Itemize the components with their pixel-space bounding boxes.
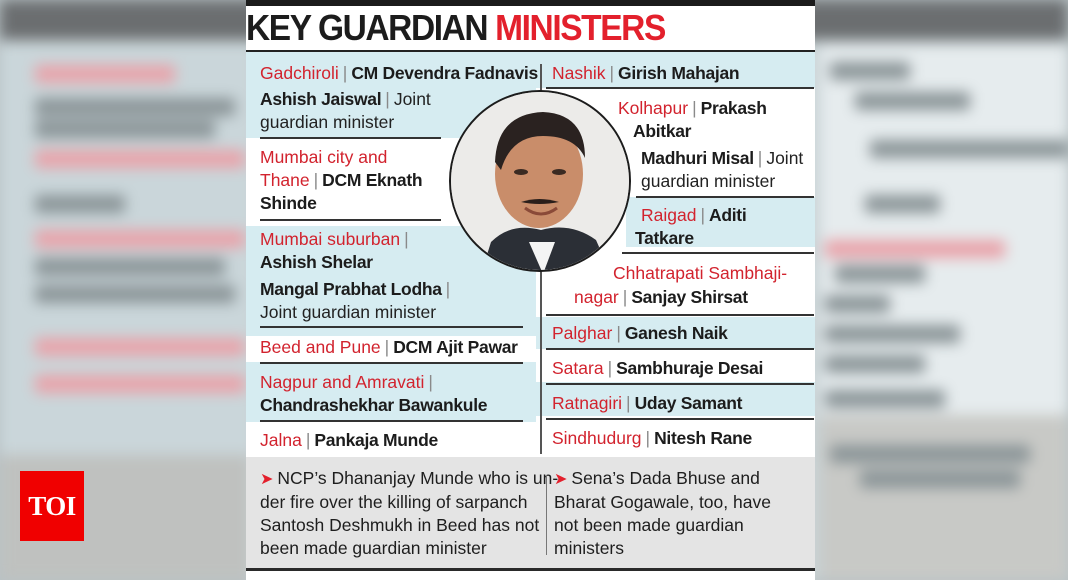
- arrow-bullet-icon: ➤: [260, 471, 274, 488]
- entry-mumbai-suburban-joint: Mangal Prabhat Lodha | Joint guardian min…: [260, 279, 451, 322]
- note-dhananjay-munde: ➤ NCP’s Dhananjay Munde who is un- der fi…: [260, 468, 559, 558]
- entry-satara: Satara | Sambhuraje Desai: [552, 358, 764, 378]
- note-sena-ministers: ➤ Sena’s Dada Bhuse and Bharat Gogawale, …: [554, 468, 771, 558]
- entry-kolhapur: Kolhapur | Prakash: [618, 98, 767, 118]
- joint-minister-name: Ashish Jaiswal: [260, 89, 382, 109]
- portrait-devendra-fadnavis: [449, 90, 631, 272]
- entry-nagpur-amravati: Nagpur and Amravati | Chandrashekhar Bawa…: [260, 372, 488, 415]
- entry-gadchiroli: Gadchiroli | CM Devendra Fadnavis: [260, 63, 538, 83]
- entry-mumbai-suburban: Mumbai suburban | Ashish Shelar: [260, 229, 409, 272]
- shade-nashik: [536, 52, 815, 88]
- entry-sindhudurg: Sindhudurg | Nitesh Rane: [552, 428, 752, 448]
- entry-mumbai-city: Mumbai city and Thane | DCM Eknath Shinde: [260, 147, 423, 213]
- entry-chhatrapati: Chhatrapati Sambhaji-: [613, 263, 788, 283]
- infographic-card: KEY GUARDIAN MINISTERS Gadchiroli | CM Dev…: [246, 0, 815, 580]
- shade-nagpur: [246, 362, 536, 422]
- divider: [546, 314, 814, 316]
- top-strip: [246, 0, 815, 6]
- divider: [260, 362, 523, 364]
- entry-kolhapur-joint: Madhuri Misal | Joint guardian minister: [641, 148, 804, 191]
- entry-jalna: Jalna | Pankaja Munde: [260, 430, 438, 450]
- title-part-2: MINISTERS: [495, 7, 666, 48]
- shade-palghar: [536, 317, 815, 349]
- shade-ratnagiri: [536, 382, 815, 416]
- divider: [546, 418, 814, 420]
- title-part-1: KEY GUARDIAN: [246, 7, 489, 48]
- entry-gadchiroli-joint: Ashish Jaiswal | Joint guardian minister: [260, 89, 431, 132]
- place-label: Gadchiroli: [260, 63, 339, 83]
- footer-divider: [546, 475, 547, 555]
- page-title: KEY GUARDIAN MINISTERS: [246, 6, 666, 50]
- divider: [636, 196, 814, 198]
- divider: [260, 219, 441, 221]
- minister-name: CM Devendra Fadnavis: [351, 63, 538, 83]
- entry-raigad: Raigad | Aditi Tatkare: [635, 205, 747, 248]
- divider: [546, 348, 814, 350]
- portrait-image: [451, 92, 629, 270]
- shade-raigad: [626, 197, 815, 247]
- toi-logo: TOI: [20, 471, 84, 541]
- divider: [260, 420, 523, 422]
- entry-palghar: Palghar | Ganesh Naik: [552, 323, 728, 343]
- arrow-bullet-icon: ➤: [554, 471, 568, 488]
- entry-ratnagiri: Ratnagiri | Uday Samant: [552, 393, 743, 413]
- footer-notes: ➤ NCP’s Dhananjay Munde who is un- der fi…: [246, 457, 815, 571]
- entry-chhatrapati-cont: nagar | Sanjay Shirsat: [574, 287, 748, 307]
- entry-nashik: Nashik | Girish Mahajan: [552, 63, 740, 83]
- divider: [546, 87, 814, 89]
- divider: [260, 137, 441, 139]
- entry-beed-pune: Beed and Pune | DCM Ajit Pawar: [260, 337, 518, 357]
- ministers-table: Gadchiroli | CM Devendra Fadnavis Ashish J…: [246, 50, 815, 454]
- entry-kolhapur-cont: Abitkar: [633, 121, 692, 141]
- divider: [622, 252, 814, 254]
- divider: [260, 326, 523, 328]
- divider: [546, 383, 814, 385]
